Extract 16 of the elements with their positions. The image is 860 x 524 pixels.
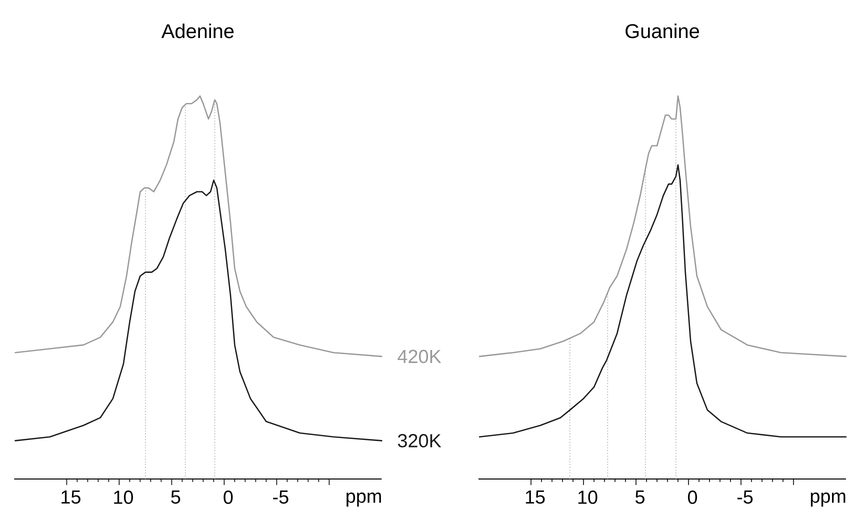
x-tick-label: 15	[526, 490, 545, 504]
x-tick-label: 5	[171, 490, 180, 504]
x-tick-label: 10	[114, 490, 133, 504]
x-tick-label: 0	[224, 490, 233, 504]
x-axis-title: ppm	[346, 492, 381, 507]
x-tick-label: -5	[737, 490, 753, 504]
x-tick-label: 10	[578, 490, 598, 504]
x-axis-title: ppm	[810, 492, 846, 507]
x-tick-label: -5	[273, 490, 288, 504]
chart-title: Guanine	[626, 24, 700, 38]
chart-title: Adenine	[161, 24, 234, 38]
x-tick-label: 15	[62, 490, 80, 504]
series-label: 320K	[398, 434, 442, 448]
x-tick-label: 0	[688, 490, 698, 504]
series-label: 420K	[398, 350, 442, 364]
x-tick-label: 5	[635, 490, 644, 504]
